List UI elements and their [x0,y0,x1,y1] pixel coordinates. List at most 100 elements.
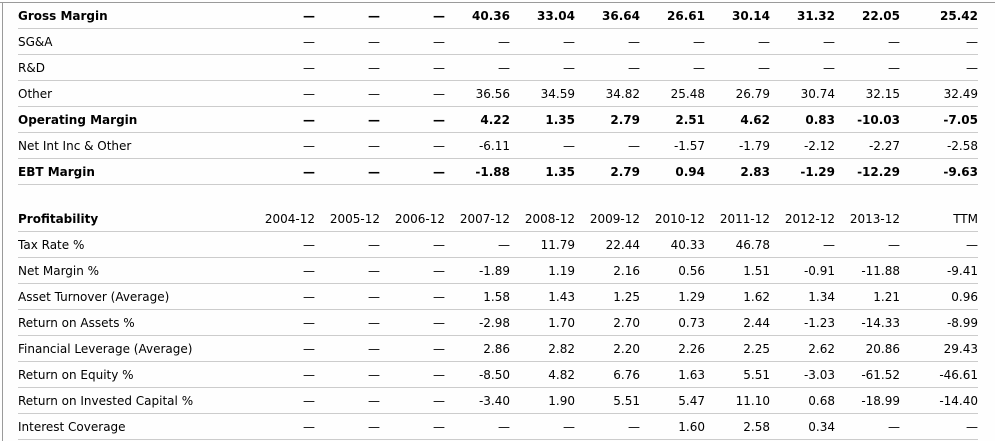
cell-value: — [380,132,445,159]
cell-value: -2.12 [770,132,835,159]
cell-value: 2.86 [445,335,510,362]
table-row: Return on Equity % — — — -8.50 4.82 6.76 1.63 5.… [18,361,978,388]
cell-value: 2.26 [640,335,705,362]
table-row: Gross Margin — — —40.36 33.04 36.64 26.61 30.14… [18,3,978,29]
cell-value: -1.79 [705,132,770,159]
cell-value: 1.90 [510,387,575,414]
cell-value: — [575,28,640,55]
column-header: 2005-12 [315,206,380,232]
cell-value: 5.51 [705,361,770,388]
row-label: Interest Coverage [18,413,250,440]
cell-value: — [445,231,510,258]
cell-value: 1.34 [770,283,835,310]
cell-value: — [575,54,640,81]
column-header: 2012-12 [770,206,835,232]
cell-value: 20.86 [835,335,900,362]
cell-value: 1.70 [510,309,575,336]
cell-value: -12.29 [835,158,900,185]
table-row: Interest Coverage — — — — — —1.60 2.58 0.34— — [18,413,978,440]
table-row: Net Margin % — — — -1.89 1.19 2.16 0.56 1.51 -0.9… [18,257,978,284]
cell-value: -1.23 [770,309,835,336]
cell-value: — [315,3,380,29]
cell-value: -8.99 [900,309,978,336]
cell-value: 1.43 [510,283,575,310]
cell-value: 0.94 [640,158,705,185]
cell-value: 1.35 [510,106,575,133]
cell-value: -2.27 [835,132,900,159]
column-header: 2004-12 [250,206,315,232]
cell-value: — [250,132,315,159]
cell-value: 2.79 [575,158,640,185]
ratios-content: Gross Margin — — —40.36 33.04 36.64 26.61 30.14… [18,3,978,440]
cell-value: -0.91 [770,257,835,284]
cell-value: -61.52 [835,361,900,388]
cell-value: — [510,28,575,55]
cell-value: — [250,231,315,258]
cell-value: — [835,413,900,440]
cell-value: -14.40 [900,387,978,414]
cell-value: 2.16 [575,257,640,284]
cell-value: 4.82 [510,361,575,388]
row-label: SG&A [18,28,250,55]
cell-value: — [770,54,835,81]
cell-value: 25.42 [900,3,978,29]
cell-value: — [445,28,510,55]
table-row: Return on Assets % — — — -2.98 1.70 2.70 0.73 2.… [18,309,978,336]
cell-value: 0.68 [770,387,835,414]
cell-value: — [315,132,380,159]
cell-value: — [380,387,445,414]
cell-value: 2.25 [705,335,770,362]
cell-value: 26.61 [640,3,705,29]
cell-value: — [315,28,380,55]
cell-value: — [250,413,315,440]
cell-value: 1.58 [445,283,510,310]
cell-value: 1.19 [510,257,575,284]
cell-value: — [315,231,380,258]
cell-value: -9.41 [900,257,978,284]
cell-value: — [250,80,315,107]
cell-value: 36.64 [575,3,640,29]
cell-value: -11.88 [835,257,900,284]
cell-value: — [705,28,770,55]
cell-value: -18.99 [835,387,900,414]
cell-value: 5.51 [575,387,640,414]
cell-value: — [510,54,575,81]
cell-value: 2.70 [575,309,640,336]
column-header: 2013-12 [835,206,900,232]
cell-value: — [380,361,445,388]
table-row: Tax Rate % — — — —11.79 22.44 40.33 46.78— — — [18,231,978,258]
cell-value: — [250,283,315,310]
cell-value: 2.20 [575,335,640,362]
cell-value: 1.51 [705,257,770,284]
column-header: 2006-12 [380,206,445,232]
cell-value: 2.51 [640,106,705,133]
cell-value: — [445,413,510,440]
cell-value: 1.60 [640,413,705,440]
cell-value: 1.29 [640,283,705,310]
cell-value: — [835,231,900,258]
cell-value: — [445,54,510,81]
cell-value: — [900,28,978,55]
table-row: Operating Margin — — —4.22 1.35 2.79 2.51 4.62 0… [18,106,978,133]
cell-value: 31.32 [770,3,835,29]
cell-value: 2.44 [705,309,770,336]
section-title: Profitability [18,206,250,232]
cell-value: -10.03 [835,106,900,133]
row-label: Gross Margin [18,3,250,29]
row-label: Other [18,80,250,107]
cell-value: — [315,106,380,133]
row-label: Return on Invested Capital % [18,387,250,414]
cell-value: — [640,54,705,81]
cell-value: — [835,28,900,55]
table-row: SG&A — — — — — — — — — — — [18,28,978,55]
cell-value: 2.58 [705,413,770,440]
cell-value: — [315,309,380,336]
cell-value: — [380,3,445,29]
cell-value: — [315,80,380,107]
cell-value: — [380,158,445,185]
cell-value: — [315,361,380,388]
cell-value: 0.83 [770,106,835,133]
cell-value: -1.29 [770,158,835,185]
table-row: Return on Invested Capital % — — — -3.40 1.90… [18,387,978,414]
cell-value: -7.05 [900,106,978,133]
